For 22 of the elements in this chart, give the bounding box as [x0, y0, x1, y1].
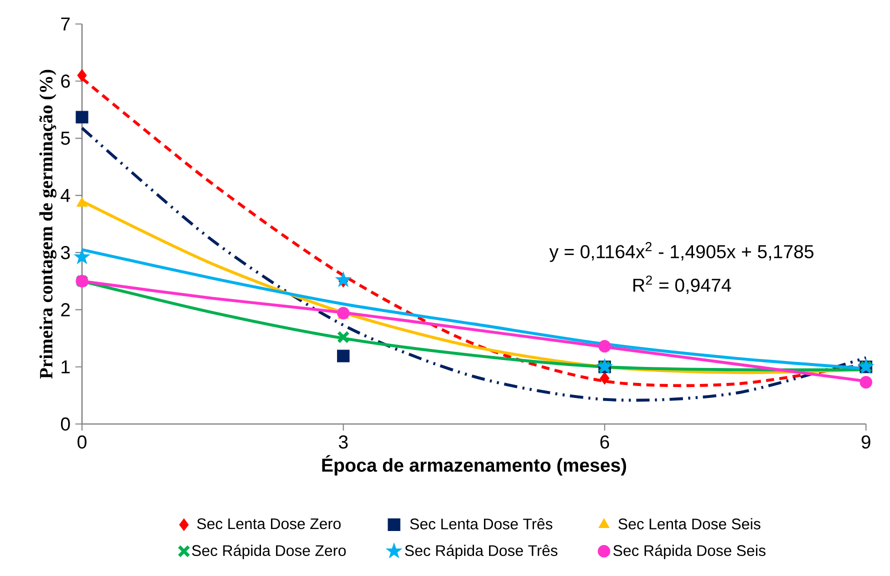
legend-label: Sec Rápida Dose Três: [405, 544, 558, 560]
y-tick-label: 4: [60, 189, 70, 202]
x-tick-label: 3: [338, 435, 348, 449]
x-tick-label: 0: [78, 435, 86, 449]
annotation: y = 0,1164x$^{2}$ - 1,4905x + 5,1785: [549, 242, 814, 262]
y-tick-label: 3: [60, 246, 70, 260]
x-tick-label: 9: [862, 435, 870, 449]
legend-label: Sec Lenta Dose Três: [410, 518, 552, 530]
y-tick-label: 7: [61, 18, 70, 30]
y-tick-label: 5: [60, 132, 70, 145]
x-axis-title: Época de armazenamento (meses): [322, 455, 626, 476]
y-tick-label: 0: [60, 417, 70, 431]
legend-label: Sec Rápida Dose Seis: [613, 544, 766, 560]
y-axis-title: Primeira contagem de germinação (%): [39, 70, 56, 379]
y-tick-label: 1: [62, 360, 70, 374]
annotation: R$^{2}$ = 0,9474: [633, 276, 732, 294]
x-tick-label: 6: [600, 435, 610, 449]
legend-label: Sec Lenta Dose Zero: [197, 518, 341, 530]
y-tick-label: 6: [61, 74, 70, 88]
legend-label: Sec Lenta Dose Seis: [618, 518, 760, 530]
y-tick-label: 2: [61, 303, 70, 316]
legend-label: Sec Rápida Dose Zero: [192, 544, 346, 560]
